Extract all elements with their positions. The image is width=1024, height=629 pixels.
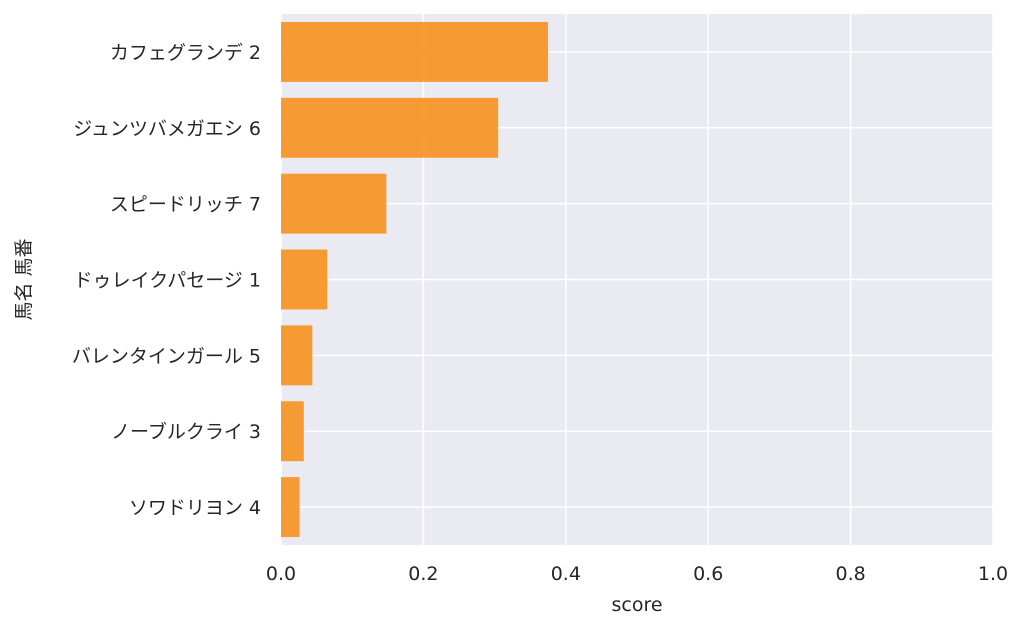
x-tick-label: 0.0	[266, 563, 296, 585]
bars	[281, 21, 548, 538]
category-label: ドゥレイクパセージ 1	[74, 270, 261, 292]
category-label: スピードリッチ 7	[110, 194, 261, 216]
x-axis-label: score	[611, 594, 662, 616]
bar	[281, 401, 304, 462]
bar	[281, 325, 313, 386]
bar	[281, 249, 328, 310]
x-tick-label: 0.4	[551, 563, 581, 585]
category-label: ソワドリヨン 4	[129, 497, 261, 519]
x-tick-label: 0.8	[835, 563, 865, 585]
x-tick-label: 0.2	[408, 563, 438, 585]
x-tick-label: 0.6	[693, 563, 723, 585]
category-label: バレンタインガール 5	[72, 345, 261, 367]
category-label: ジュンツバメガエシ 6	[73, 118, 261, 140]
bar	[281, 21, 548, 82]
category-labels: カフェグランデ 2 ジュンツバメガエシ 6 スピードリッチ 7 ドゥレイクパセージ 1…	[72, 42, 261, 519]
y-axis-label: 馬名 馬番	[13, 238, 35, 320]
bar	[281, 97, 499, 158]
x-tick-labels: 0.0 0.2 0.4 0.6 0.8 1.0	[266, 563, 1008, 585]
category-label: ノーブルクライ 3	[111, 420, 261, 443]
x-tick-label: 1.0	[978, 563, 1008, 585]
bar	[281, 477, 300, 538]
category-label: カフェグランデ 2	[110, 42, 261, 64]
bar	[281, 173, 387, 234]
